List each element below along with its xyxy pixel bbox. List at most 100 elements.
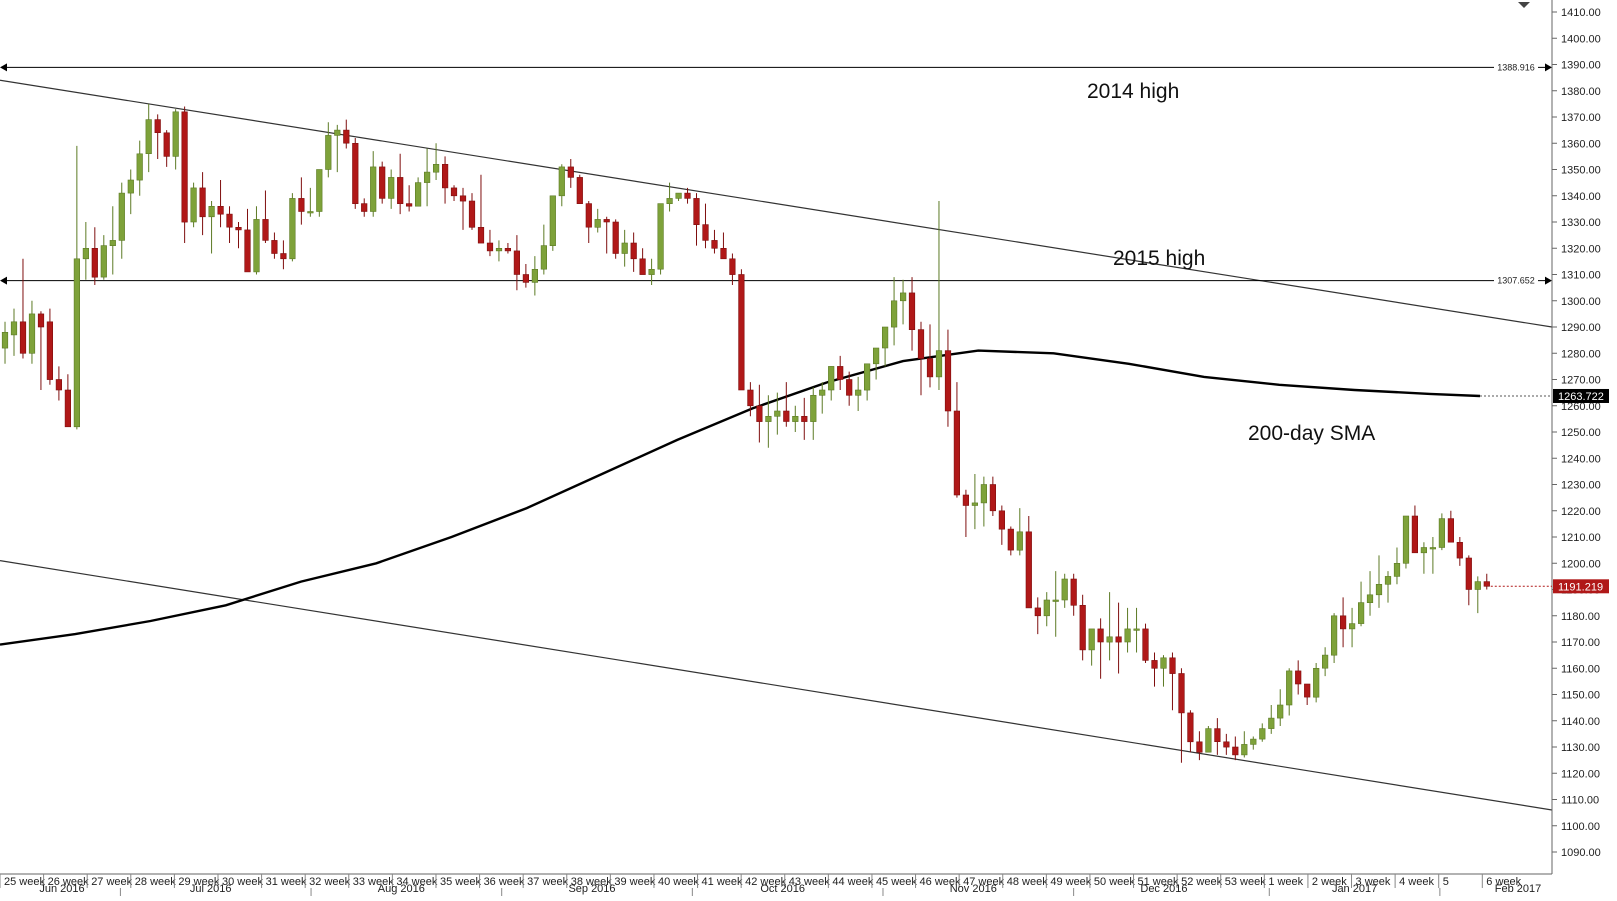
candle [1061, 573, 1068, 608]
candle [226, 206, 233, 243]
week-label: 37 week [527, 876, 568, 888]
candle [190, 182, 197, 228]
candle-body-down [64, 389, 71, 428]
week-label: 1 week [1268, 876, 1303, 888]
candle-body-up [666, 198, 673, 204]
candle [1286, 668, 1293, 716]
candle [1295, 660, 1302, 695]
candle [1034, 597, 1041, 635]
candle [971, 474, 978, 530]
upper-channel-trendline [0, 79, 1553, 328]
candle-body-up [190, 187, 197, 223]
candle-body-up [414, 182, 422, 207]
month-label: Jul 2016 [190, 883, 232, 895]
candle [863, 363, 871, 401]
candle-body-up [127, 179, 134, 194]
candle [154, 114, 161, 159]
candle-body-down [1178, 673, 1185, 714]
candle [73, 145, 80, 430]
y-tick-label: 1370.00 [1561, 112, 1601, 124]
candle [459, 187, 467, 230]
week-label: 33 week [353, 876, 394, 888]
candle [648, 258, 655, 285]
candle-body-down [1483, 581, 1490, 587]
candle [1349, 607, 1356, 648]
candle-body-up [432, 164, 440, 173]
candle-body-down [1115, 636, 1122, 643]
candle-body-up [531, 268, 538, 283]
candle [684, 187, 691, 204]
candle [962, 489, 969, 537]
sma-line [0, 349, 1481, 646]
candle-body-down [1142, 628, 1149, 661]
month-label: Jan 2017 [1332, 883, 1377, 895]
candle [235, 222, 242, 249]
candle [1187, 710, 1194, 753]
candle-body-up [594, 219, 601, 228]
candle-body-down [226, 213, 233, 228]
y-tick-label: 1380.00 [1561, 86, 1601, 98]
last-price-value: 1191.219 [1558, 581, 1603, 593]
y-tick-label: 1160.00 [1561, 663, 1600, 675]
y-tick-label: 1300.00 [1561, 296, 1601, 308]
candle-body-up [100, 245, 107, 278]
candle-body-down [1465, 557, 1472, 590]
y-tick-label: 1180.00 [1561, 611, 1600, 623]
week-label: 39 week [614, 876, 655, 888]
candle [1043, 592, 1050, 627]
candle-body-down [1034, 607, 1041, 617]
candle-body-up [1133, 628, 1140, 631]
candle-body-down [262, 219, 269, 241]
y-tick-label: 1200.00 [1561, 558, 1601, 570]
y-tick-label: 1120.00 [1561, 768, 1600, 780]
candle-body-down [1304, 683, 1311, 698]
candle-body-down [738, 274, 745, 391]
candle [262, 190, 269, 243]
y-tick-label: 1210.00 [1561, 532, 1601, 544]
candle-body-down [720, 248, 727, 260]
candle-body-up [1322, 654, 1329, 669]
candle-body-up [1331, 615, 1338, 656]
candle-body-down [603, 219, 610, 223]
candle-body-down [953, 410, 960, 496]
week-label: 30 week [222, 876, 263, 888]
candle [1178, 668, 1185, 763]
annotations-layer: 2014 high 2015 high 200-day SMA [1087, 80, 1375, 445]
candle-body-down [693, 198, 700, 225]
week-label: 3 week [1356, 876, 1391, 888]
candle [1456, 537, 1463, 566]
candle [917, 321, 925, 396]
candle-body-down [513, 250, 520, 275]
candle [432, 143, 440, 180]
candle-body-up [388, 177, 395, 199]
candle [1322, 647, 1329, 677]
candle [1169, 652, 1176, 711]
y-tick-label: 1400.00 [1561, 33, 1601, 45]
candle [370, 151, 377, 217]
candle-body-down [1070, 578, 1077, 606]
candle-body-down [163, 132, 170, 157]
y-tick-label: 1170.00 [1561, 637, 1600, 649]
candle-body-down [1187, 712, 1194, 743]
candle-body-up [872, 347, 880, 365]
horizontal-levels-layer: 1388.916 1307.652 [0, 61, 1552, 287]
candle [1205, 726, 1212, 753]
candle [953, 382, 960, 498]
candle-body-down [1007, 528, 1014, 551]
candle-body-up [1429, 547, 1436, 550]
candle [495, 240, 503, 262]
candle [397, 153, 404, 215]
candle-body-down [486, 242, 494, 252]
candle-body-down [711, 240, 718, 249]
y-tick-label: 1320.00 [1561, 243, 1601, 255]
candle-body-down [298, 198, 305, 212]
candle [899, 279, 907, 325]
candle-body-down [459, 195, 467, 202]
week-label: 27 week [91, 876, 132, 888]
candle-body-up [1160, 657, 1167, 669]
candle-body-down [1295, 670, 1302, 685]
candle-body-up [289, 198, 296, 260]
candle-body-up [1016, 531, 1023, 551]
week-label: 26 week [48, 876, 89, 888]
candle [980, 476, 987, 527]
